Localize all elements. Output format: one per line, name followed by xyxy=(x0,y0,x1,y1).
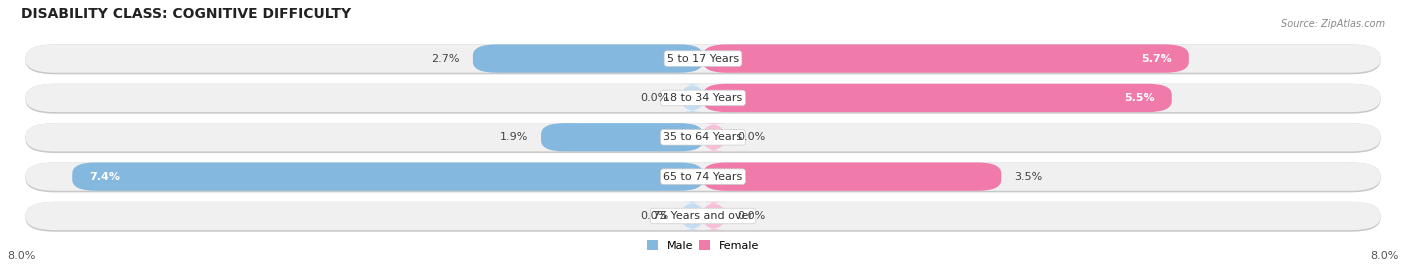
Text: 7.4%: 7.4% xyxy=(90,172,121,182)
Legend: Male, Female: Male, Female xyxy=(647,240,759,251)
Text: 0.0%: 0.0% xyxy=(641,211,669,221)
FancyBboxPatch shape xyxy=(679,84,706,112)
Text: 18 to 34 Years: 18 to 34 Years xyxy=(664,93,742,103)
FancyBboxPatch shape xyxy=(703,162,1001,191)
Text: 0.0%: 0.0% xyxy=(641,93,669,103)
Text: Source: ZipAtlas.com: Source: ZipAtlas.com xyxy=(1281,19,1385,29)
FancyBboxPatch shape xyxy=(472,44,703,73)
FancyBboxPatch shape xyxy=(541,123,703,151)
Text: 3.5%: 3.5% xyxy=(1014,172,1042,182)
Text: 5 to 17 Years: 5 to 17 Years xyxy=(666,54,740,64)
FancyBboxPatch shape xyxy=(25,123,1381,153)
FancyBboxPatch shape xyxy=(25,162,1381,191)
FancyBboxPatch shape xyxy=(25,162,1381,192)
FancyBboxPatch shape xyxy=(700,202,727,230)
FancyBboxPatch shape xyxy=(703,84,1171,112)
FancyBboxPatch shape xyxy=(25,44,1381,73)
FancyBboxPatch shape xyxy=(703,44,1189,73)
FancyBboxPatch shape xyxy=(25,84,1381,114)
Text: 5.7%: 5.7% xyxy=(1142,54,1171,64)
Text: 1.9%: 1.9% xyxy=(501,132,529,142)
Text: 0.0%: 0.0% xyxy=(737,211,765,221)
FancyBboxPatch shape xyxy=(25,44,1381,74)
Text: 5.5%: 5.5% xyxy=(1125,93,1154,103)
FancyBboxPatch shape xyxy=(25,123,1381,151)
FancyBboxPatch shape xyxy=(25,84,1381,112)
FancyBboxPatch shape xyxy=(700,123,727,151)
Text: DISABILITY CLASS: COGNITIVE DIFFICULTY: DISABILITY CLASS: COGNITIVE DIFFICULTY xyxy=(21,7,351,21)
FancyBboxPatch shape xyxy=(25,202,1381,230)
FancyBboxPatch shape xyxy=(25,202,1381,232)
FancyBboxPatch shape xyxy=(679,202,706,230)
Text: 65 to 74 Years: 65 to 74 Years xyxy=(664,172,742,182)
Text: 75 Years and over: 75 Years and over xyxy=(652,211,754,221)
Text: 2.7%: 2.7% xyxy=(432,54,460,64)
FancyBboxPatch shape xyxy=(72,162,703,191)
Text: 35 to 64 Years: 35 to 64 Years xyxy=(664,132,742,142)
Text: 0.0%: 0.0% xyxy=(737,132,765,142)
